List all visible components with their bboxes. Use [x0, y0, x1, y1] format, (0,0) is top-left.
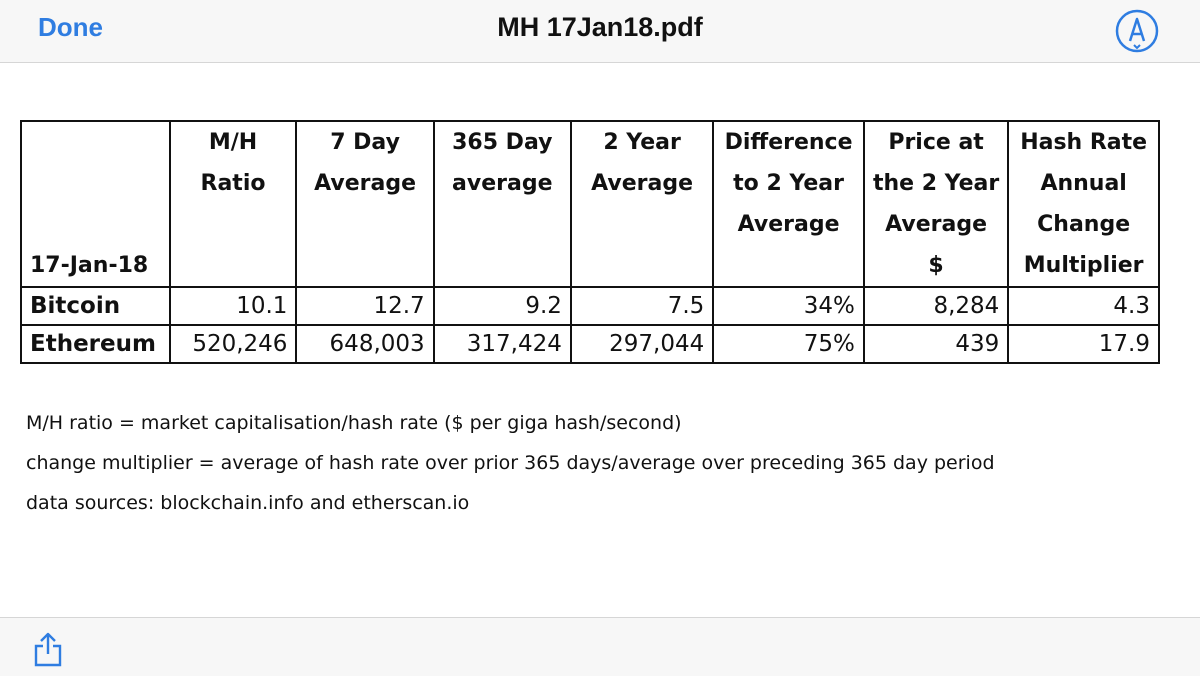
table-cell: 8,284 — [862, 286, 1010, 326]
column-header-line: the 2 Year — [872, 171, 1000, 196]
column-header: 365 Day average — [432, 120, 572, 288]
column-header-line: 7 Day — [330, 130, 400, 155]
done-button[interactable]: Done — [38, 12, 103, 42]
table-cell: 34% — [712, 286, 865, 326]
table-cell: 648,003 — [295, 324, 435, 364]
footnote-line: M/H ratio = market capitalisation/hash r… — [26, 412, 682, 434]
column-header-line: Ratio — [200, 171, 266, 196]
column-header-line: 365 Day — [452, 130, 553, 155]
footnote-line: change multiplier = average of hash rate… — [26, 452, 995, 474]
row-label: Bitcoin — [20, 286, 171, 326]
table-cell: 10.1 — [168, 286, 298, 326]
table-cell: 9.2 — [432, 286, 572, 326]
share-icon[interactable] — [30, 630, 66, 668]
table-cell: 17.9 — [1007, 324, 1160, 364]
navigation-bar: Done MH 17Jan18.pdf — [0, 0, 1200, 63]
column-header-line: 2 Year — [603, 130, 681, 155]
footnote-line: data sources: blockchain.info and ethers… — [26, 492, 470, 514]
bottom-toolbar — [0, 617, 1200, 676]
column-header-line: Average — [591, 171, 694, 196]
column-header-line: M/H — [208, 130, 258, 155]
table-row: Bitcoin 10.1 12.7 9.2 7.5 34% 8,284 4.3 — [20, 286, 1160, 326]
table-cell: 317,424 — [432, 324, 572, 364]
column-header-line: Average — [885, 212, 988, 237]
markup-pen-icon[interactable] — [1114, 8, 1160, 54]
column-header: M/H Ratio — [168, 120, 298, 288]
column-header: 2 Year Average — [569, 120, 715, 288]
table-row: Ethereum 520,246 648,003 317,424 297,044… — [20, 324, 1160, 364]
column-header: 7 Day Average — [295, 120, 435, 288]
column-header-line: Average — [314, 171, 416, 196]
table-cell: 520,246 — [168, 324, 298, 364]
column-header-line: Price at — [888, 130, 984, 155]
document-title: MH 17Jan18.pdf — [497, 12, 703, 42]
column-header-line: to 2 Year — [733, 171, 844, 196]
footnotes: M/H ratio = market capitalisation/hash r… — [26, 403, 995, 523]
table-cell: 75% — [712, 324, 865, 364]
column-header: Price at the 2 Year Average $ — [862, 120, 1010, 288]
column-header: Hash Rate Annual Change Multiplier — [1007, 120, 1160, 288]
date-header: 17-Jan-18 — [20, 120, 171, 288]
mh-ratio-table: 17-Jan-18 M/H Ratio 7 Day Average 365 Da… — [20, 120, 1160, 364]
column-header-line: Hash Rate — [1020, 130, 1148, 155]
table-header-row: 17-Jan-18 M/H Ratio 7 Day Average 365 Da… — [20, 120, 1160, 288]
column-header-line: Annual — [1040, 171, 1127, 196]
column-header-line: Multiplier — [1023, 253, 1144, 278]
column-header-line: Change — [1037, 212, 1131, 237]
column-header-line: Average — [737, 212, 840, 237]
column-header-line: $ — [928, 253, 944, 278]
column-header: Difference to 2 Year Average — [712, 120, 865, 288]
pdf-page: 17-Jan-18 M/H Ratio 7 Day Average 365 Da… — [0, 63, 1200, 617]
row-label: Ethereum — [20, 324, 171, 364]
table-cell: 439 — [862, 324, 1010, 364]
table-cell: 7.5 — [569, 286, 715, 326]
table-cell: 12.7 — [295, 286, 435, 326]
column-header-line: average — [452, 171, 553, 196]
table-cell: 4.3 — [1007, 286, 1160, 326]
table-cell: 297,044 — [569, 324, 715, 364]
column-header-line: Difference — [724, 130, 853, 155]
